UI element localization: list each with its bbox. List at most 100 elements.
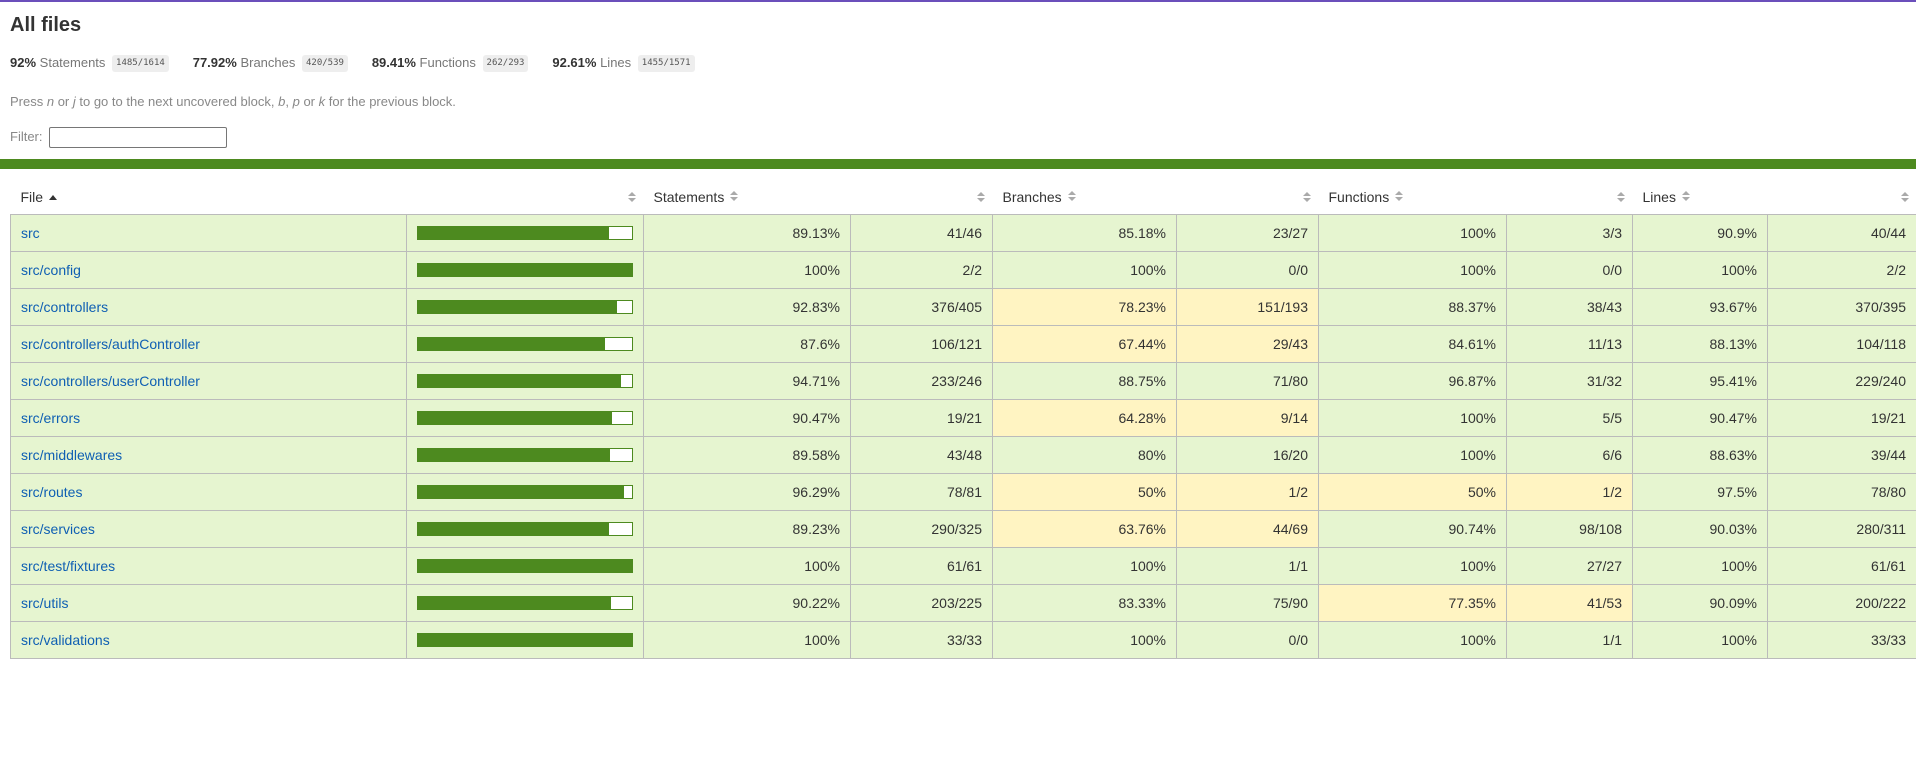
summary-statements-label: Statements xyxy=(39,55,106,70)
coverage-bar xyxy=(417,262,633,277)
cell-statements-pct: 89.58% xyxy=(643,435,851,474)
header-statements[interactable]: Statements xyxy=(644,181,851,214)
cell-lines-pct: 90.03% xyxy=(1632,509,1768,548)
cell-branches-pct: 50% xyxy=(992,472,1177,511)
file-link[interactable]: src/validations xyxy=(21,631,110,648)
cell-bar xyxy=(406,213,644,252)
coverage-table-wrapper: File Statements Branches Functions Lines… xyxy=(0,169,1916,659)
header-file[interactable]: File xyxy=(11,181,407,214)
file-link[interactable]: src xyxy=(21,224,40,241)
coverage-bar xyxy=(417,225,633,240)
cell-bar xyxy=(406,250,644,289)
cell-statements-pct: 90.47% xyxy=(643,398,851,437)
cell-lines-fraction: 19/21 xyxy=(1767,398,1916,437)
file-link[interactable]: src/middlewares xyxy=(21,446,123,463)
summary-branches-fraction: 420/539 xyxy=(301,55,348,73)
file-link[interactable]: src/controllers xyxy=(21,298,109,315)
coverage-table: File Statements Branches Functions Lines… xyxy=(10,181,1916,659)
cell-branches-fraction: 16/20 xyxy=(1176,435,1319,474)
cell-lines-fraction: 229/240 xyxy=(1767,361,1916,400)
cell-lines-fraction: 39/44 xyxy=(1767,435,1916,474)
cell-lines-fraction: 2/2 xyxy=(1767,250,1916,289)
cell-bar xyxy=(406,361,644,400)
coverage-bar xyxy=(417,484,633,499)
file-link[interactable]: src/services xyxy=(21,520,95,537)
header-branches-raw[interactable] xyxy=(1177,181,1319,214)
cell-bar xyxy=(406,583,644,622)
header-statements-raw[interactable] xyxy=(851,181,993,214)
cell-functions-fraction: 1/1 xyxy=(1506,620,1633,659)
cell-functions-pct: 77.35% xyxy=(1318,583,1507,622)
cell-branches-pct: 88.75% xyxy=(992,361,1177,400)
summary-lines-fraction: 1455/1571 xyxy=(637,55,695,73)
cell-statements-pct: 89.13% xyxy=(643,213,851,252)
coverage-bar-fill xyxy=(418,226,609,239)
coverage-summary: 92% Statements 1485/1614 77.92% Branches… xyxy=(10,52,1906,73)
cell-functions-fraction: 1/2 xyxy=(1506,472,1633,511)
file-link[interactable]: src/config xyxy=(21,261,81,278)
cell-lines-fraction: 33/33 xyxy=(1767,620,1916,659)
coverage-bar xyxy=(417,632,633,647)
cell-branches-fraction: 0/0 xyxy=(1176,620,1319,659)
coverage-bar-fill xyxy=(418,300,617,313)
header-functions-label: Functions xyxy=(1328,189,1390,206)
cell-functions-fraction: 31/32 xyxy=(1506,361,1633,400)
cell-lines-fraction: 370/395 xyxy=(1767,287,1916,326)
sort-icon xyxy=(1067,191,1076,203)
cell-functions-pct: 50% xyxy=(1318,472,1507,511)
cell-branches-pct: 78.23% xyxy=(992,287,1177,326)
header-lines-label: Lines xyxy=(1642,189,1676,206)
cell-functions-pct: 100% xyxy=(1318,250,1507,289)
cell-branches-fraction: 29/43 xyxy=(1176,324,1319,363)
header-lines-raw[interactable] xyxy=(1768,181,1916,214)
table-row: src/services 89.23% 290/325 63.76% 44/69 90.7… xyxy=(10,509,1916,548)
cell-file: src/controllers/userController xyxy=(10,361,407,400)
hint-text: to go to the next uncovered block, xyxy=(75,94,279,109)
file-link[interactable]: src/controllers/authController xyxy=(21,335,200,352)
coverage-bar xyxy=(417,521,633,536)
coverage-bar-fill xyxy=(418,411,612,424)
header-lines[interactable]: Lines xyxy=(1633,181,1768,214)
summary-lines-label: Lines xyxy=(600,55,632,70)
header-section: All files 92% Statements 1485/1614 77.92… xyxy=(0,2,1916,149)
table-row: src/controllers 92.83% 376/405 78.23% 151/19… xyxy=(10,287,1916,326)
hint-text: or xyxy=(299,94,319,109)
cell-functions-pct: 90.74% xyxy=(1318,509,1507,548)
header-bar[interactable] xyxy=(407,181,644,214)
table-row: src/controllers/authController 87.6% 106/1… xyxy=(10,324,1916,363)
hint-key-p: p xyxy=(292,94,300,109)
cell-branches-pct: 85.18% xyxy=(992,213,1177,252)
cell-file: src/controllers xyxy=(10,287,407,326)
keyboard-hint: Press n or j to go to the next uncovered… xyxy=(10,94,1906,110)
filter-input[interactable] xyxy=(49,127,228,149)
cell-functions-pct: 100% xyxy=(1318,546,1507,585)
table-row: src/routes 96.29% 78/81 50% 1/2 50% 1/2 97.5% 78… xyxy=(10,472,1916,511)
hint-text: , xyxy=(285,94,293,109)
cell-file: src/errors xyxy=(10,398,407,437)
header-branches[interactable]: Branches xyxy=(993,181,1177,214)
sort-ascending-icon xyxy=(49,195,58,201)
cell-file: src/utils xyxy=(10,583,407,622)
hint-text: Press xyxy=(10,94,47,109)
header-functions[interactable]: Functions xyxy=(1319,181,1507,214)
file-link[interactable]: src/utils xyxy=(21,594,69,611)
header-functions-raw[interactable] xyxy=(1507,181,1633,214)
cell-lines-fraction: 78/80 xyxy=(1767,472,1916,511)
file-link[interactable]: src/controllers/userController xyxy=(21,372,200,389)
cell-branches-pct: 80% xyxy=(992,435,1177,474)
file-link[interactable]: src/errors xyxy=(21,409,81,426)
cell-file: src/config xyxy=(10,250,407,289)
cell-lines-fraction: 61/61 xyxy=(1767,546,1916,585)
cell-bar xyxy=(406,398,644,437)
table-header-row: File Statements Branches Functions Lines xyxy=(11,181,1916,214)
cell-functions-fraction: 5/5 xyxy=(1506,398,1633,437)
cell-statements-fraction: 290/325 xyxy=(850,509,993,548)
cell-functions-pct: 96.87% xyxy=(1318,361,1507,400)
summary-functions-label: Functions xyxy=(419,55,476,70)
sort-icon xyxy=(976,192,985,204)
file-link[interactable]: src/routes xyxy=(21,483,83,500)
file-link[interactable]: src/test/fixtures xyxy=(21,557,116,574)
cell-branches-fraction: 44/69 xyxy=(1176,509,1319,548)
cell-file: src/routes xyxy=(10,472,407,511)
sort-icon xyxy=(1302,192,1311,204)
